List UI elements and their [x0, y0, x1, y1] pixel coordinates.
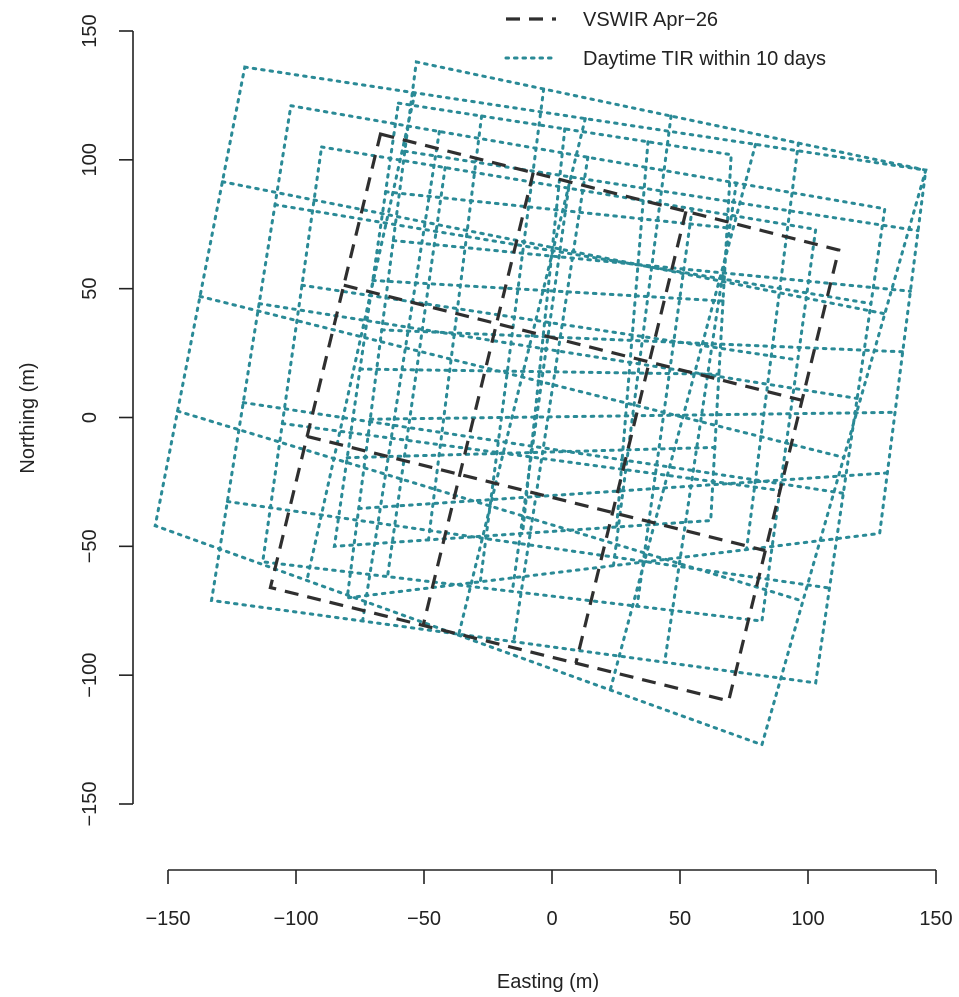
- vswir-column-line: [421, 172, 535, 626]
- tir-grid-1: [209, 103, 887, 685]
- x-tick-label: −150: [145, 908, 190, 930]
- axes: −150 −100 −50 0 50 100 150 −150 −100 −50 0 50 100 15…: [17, 14, 953, 993]
- x-tick-label: −50: [407, 908, 441, 930]
- tir-column-line: [512, 155, 590, 644]
- x-tick-label: 100: [791, 908, 824, 930]
- y-tick-label: −50: [79, 529, 101, 563]
- vswir-row-line: [306, 434, 766, 553]
- tir-row-line: [257, 302, 859, 400]
- vswir-grid-0: [268, 132, 841, 703]
- tir-row-line: [220, 180, 887, 316]
- tir-column-line: [361, 129, 441, 623]
- tir-row-line: [198, 294, 846, 459]
- vswir-footprint: [268, 132, 841, 703]
- x-tick-label: 150: [919, 908, 952, 930]
- vswir-row-line: [343, 283, 803, 402]
- tir-grid-3: [345, 60, 928, 600]
- tir-column-line: [510, 186, 571, 593]
- y-tick-label: 50: [79, 278, 101, 300]
- tir-footprint: [209, 103, 887, 685]
- x-tick-label: −100: [273, 908, 318, 930]
- tir-row-line: [345, 445, 717, 460]
- tir-column-line: [608, 142, 758, 692]
- x-axis-ticks: −150 −100 −50 0 50 100 150: [145, 870, 953, 930]
- tir-row-line: [273, 203, 873, 306]
- y-tick-label: 150: [79, 14, 101, 47]
- tir-row-line: [391, 239, 912, 293]
- x-tick-label: 50: [669, 908, 691, 930]
- tir-column-line: [635, 207, 694, 608]
- x-tick-label: 0: [546, 908, 557, 930]
- y-tick-label: −150: [79, 781, 101, 826]
- tir-row-line: [384, 190, 729, 230]
- tir-column-line: [615, 140, 650, 529]
- vswir-column-line: [574, 210, 688, 664]
- tir-row-line: [357, 471, 889, 511]
- legend-label-vswir: VSWIR Apr−26: [583, 9, 718, 31]
- data-layer: [153, 60, 928, 747]
- tir-column-line: [521, 127, 567, 535]
- legend: VSWIR Apr−26 Daytime TIR within 10 days: [504, 9, 826, 70]
- tir-footprint: [332, 101, 733, 548]
- tir-row-line: [358, 367, 721, 376]
- tir-column-line: [426, 114, 484, 542]
- tir-row-line: [368, 410, 897, 421]
- y-tick-label: 0: [79, 412, 101, 423]
- tir-column-line: [386, 166, 447, 579]
- y-axis-title: Northing (m): [17, 362, 39, 473]
- y-tick-label: −100: [79, 653, 101, 698]
- tir-column-line: [305, 91, 417, 582]
- tir-footprint: [153, 65, 928, 747]
- tir-footprint: [345, 60, 928, 600]
- y-tick-label: 100: [79, 143, 101, 176]
- tir-row-line: [225, 499, 832, 590]
- y-axis-ticks: −150 −100 −50 0 50 100 150: [79, 14, 133, 827]
- tir-row-line: [280, 422, 782, 493]
- x-axis-title: Easting (m): [497, 971, 599, 993]
- tir-grid-4: [332, 101, 733, 548]
- tir-row-line: [241, 401, 845, 495]
- tir-row-line: [380, 328, 905, 354]
- tir-row-line: [403, 149, 920, 233]
- tir-row-line: [371, 278, 725, 303]
- legend-label-tir: Daytime TIR within 10 days: [583, 48, 826, 70]
